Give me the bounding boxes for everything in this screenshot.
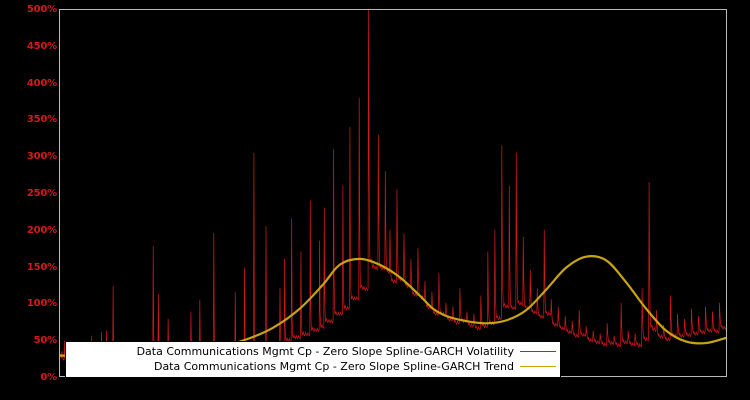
legend-label-volatility: Data Communications Mgmt Cp - Zero Slope… [136, 345, 514, 358]
chart-legend: Data Communications Mgmt Cp - Zero Slope… [65, 341, 561, 378]
y-tick-label: 400% [26, 77, 57, 89]
legend-swatch-volatility-icon [520, 351, 556, 352]
y-tick-label: 150% [26, 261, 57, 273]
legend-swatch-trend-icon [520, 366, 556, 367]
y-tick-label: 100% [26, 298, 57, 310]
plot-clip [60, 10, 726, 376]
legend-entry-trend: Data Communications Mgmt Cp - Zero Slope… [70, 359, 556, 374]
y-tick-label: 50% [33, 335, 58, 347]
y-tick-label: 500% [26, 4, 57, 15]
volatility-series-group [60, 10, 726, 365]
y-axis: 500% 450% 400% 350% 300% 250% 200% 150% … [0, 0, 57, 400]
y-tick-label: 250% [26, 188, 57, 199]
y-tick-label: 200% [26, 224, 57, 236]
plot-area [59, 9, 727, 377]
legend-label-trend: Data Communications Mgmt Cp - Zero Slope… [153, 360, 514, 373]
y-tick-label: 300% [26, 151, 57, 163]
chart-canvas [60, 10, 726, 365]
y-tick-label: 350% [26, 114, 57, 126]
legend-entry-volatility: Data Communications Mgmt Cp - Zero Slope… [70, 344, 556, 359]
y-tick-label: 450% [26, 40, 57, 52]
y-tick-label: 0% [40, 372, 57, 383]
volatility-line [60, 10, 726, 365]
